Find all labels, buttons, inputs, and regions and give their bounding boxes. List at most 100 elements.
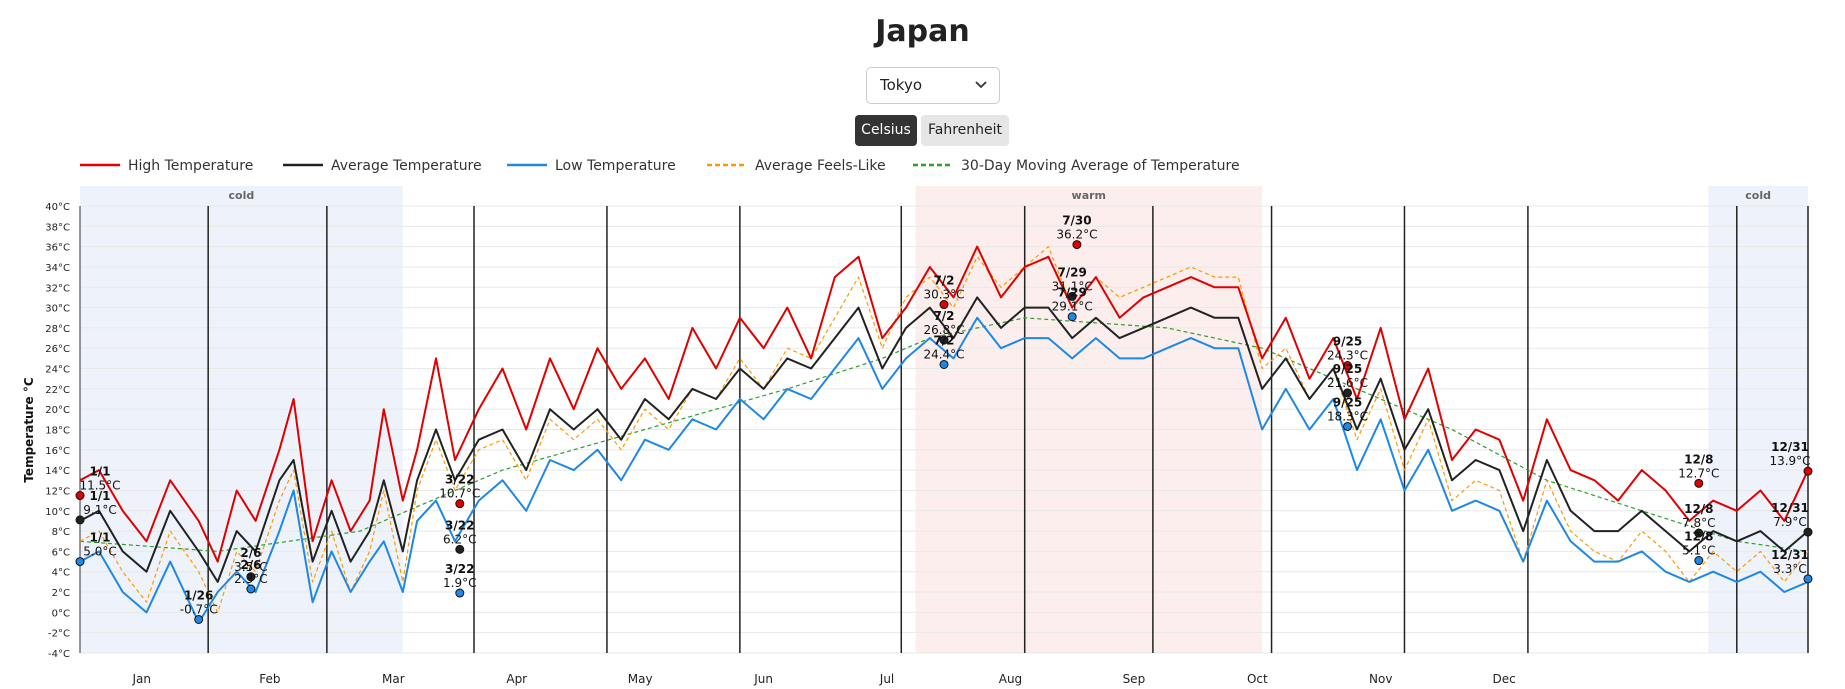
x-tick-label: Nov xyxy=(1369,672,1392,686)
annotation-date: 7/2 xyxy=(933,333,954,347)
annotation-value: 26.8°C xyxy=(923,323,964,337)
annotation-point xyxy=(1694,478,1704,488)
annotation-point xyxy=(1067,291,1077,301)
y-tick-label: 24°C xyxy=(45,365,70,376)
legend-label-high: High Temperature xyxy=(128,158,253,174)
x-tick-label: Mar xyxy=(382,672,405,686)
annotation-date: 9/25 xyxy=(1333,395,1362,409)
y-tick-label: -4°C xyxy=(48,649,70,660)
season-band-warm xyxy=(915,186,1263,653)
annotation-value: 13.9°C xyxy=(1769,454,1810,468)
annotation-date: 1/1 xyxy=(89,489,110,503)
x-tick-label: Dec xyxy=(1493,672,1516,686)
annotation-value: 21.6°C xyxy=(1327,376,1368,390)
y-tick-label: -2°C xyxy=(48,629,70,640)
annotation-date: 12/31 xyxy=(1771,501,1809,515)
series-line-low xyxy=(79,316,1809,624)
x-tick-label: Apr xyxy=(506,672,527,686)
x-tick-label: Feb xyxy=(259,672,280,686)
annotation-point xyxy=(455,588,465,598)
annotation-point xyxy=(939,300,949,310)
annotation-point xyxy=(1067,312,1077,322)
fahrenheit-button[interactable]: Fahrenheit xyxy=(921,115,1009,146)
annotation-value: 12.7°C xyxy=(1678,466,1719,480)
series-line-ma30 xyxy=(79,317,1809,552)
annotation-date: 12/8 xyxy=(1684,502,1713,516)
annotation-value: 9.1°C xyxy=(83,503,116,517)
annotation-point xyxy=(194,614,204,624)
annotation-date: 12/31 xyxy=(1771,548,1809,562)
annotation-value: 5.1°C xyxy=(1682,544,1715,558)
y-axis-title: Temperature °C xyxy=(22,377,36,482)
y-tick-label: 32°C xyxy=(45,283,70,294)
page-title: Japan xyxy=(875,14,970,49)
annotation-point xyxy=(1694,556,1704,566)
x-tick-label: Sep xyxy=(1123,672,1146,686)
annotation-point xyxy=(1343,421,1353,431)
season-band-cold xyxy=(80,186,403,653)
y-tick-label: 0°C xyxy=(52,608,70,619)
series-line-avg xyxy=(79,296,1809,583)
annotation-point xyxy=(1072,240,1082,250)
y-tick-label: 34°C xyxy=(45,263,70,274)
annotation-point xyxy=(1803,466,1813,476)
annotation-value: 7.8°C xyxy=(1682,516,1715,530)
season-band-label: cold xyxy=(229,189,255,202)
legend-label-ma30: 30-Day Moving Average of Temperature xyxy=(961,158,1240,174)
annotation-date: 2/6 xyxy=(240,546,261,560)
annotation-point xyxy=(246,584,256,594)
annotation-value: 10.7°C xyxy=(439,487,480,501)
y-tick-label: 22°C xyxy=(45,385,70,396)
y-tick-label: 4°C xyxy=(52,568,70,579)
x-tick-label: Aug xyxy=(999,672,1022,686)
annotation-date: 12/8 xyxy=(1684,530,1713,544)
annotation-date: 1/1 xyxy=(89,465,110,479)
x-tick-label: Jun xyxy=(753,672,773,686)
annotation-date: 3/22 xyxy=(445,518,474,532)
y-tick-label: 10°C xyxy=(45,507,70,518)
annotation-point xyxy=(75,515,85,525)
season-band-cold xyxy=(1708,186,1808,653)
annotation-value: 36.2°C xyxy=(1056,228,1097,242)
annotation-date: 12/8 xyxy=(1684,452,1713,466)
annotation-date: 7/2 xyxy=(933,309,954,323)
annotation-point xyxy=(75,491,85,501)
annotation-value: 3.3°C xyxy=(1773,562,1806,576)
annotation-value: 24.4°C xyxy=(923,347,964,361)
y-tick-label: 20°C xyxy=(45,405,70,416)
x-tick-label: Jan xyxy=(131,672,151,686)
y-tick-label: 40°C xyxy=(45,202,70,213)
annotation-value: 7.9°C xyxy=(1773,515,1806,529)
season-band-label: warm xyxy=(1072,189,1106,202)
annotation-value: 24.3°C xyxy=(1327,348,1368,362)
y-tick-label: 26°C xyxy=(45,344,70,355)
annotation-value: 1.9°C xyxy=(443,576,476,590)
legend-label-low: Low Temperature xyxy=(555,158,676,174)
y-tick-label: 30°C xyxy=(45,304,70,315)
series-line-feels xyxy=(79,246,1809,613)
annotation-value: 6.2°C xyxy=(443,532,476,546)
annotation-date: 9/25 xyxy=(1333,334,1362,348)
series-line-high xyxy=(79,245,1809,563)
annotation-point xyxy=(1343,388,1353,398)
annotation-point xyxy=(246,572,256,582)
annotation-value: 30.3°C xyxy=(923,288,964,302)
annotation-value: 2.3°C xyxy=(234,572,267,586)
annotation-point xyxy=(1803,574,1813,584)
annotation-point xyxy=(1343,360,1353,370)
celsius-button[interactable]: Celsius xyxy=(855,115,917,146)
city-select[interactable]: Tokyo xyxy=(866,67,1000,104)
x-tick-label: May xyxy=(628,672,653,686)
annotation-value: -0.7°C xyxy=(180,602,218,616)
y-tick-label: 2°C xyxy=(52,588,70,599)
annotation-date: 7/2 xyxy=(933,274,954,288)
y-tick-label: 8°C xyxy=(52,527,70,538)
y-tick-label: 36°C xyxy=(45,243,70,254)
annotation-point xyxy=(75,557,85,567)
annotation-value: 31.1°C xyxy=(1052,279,1093,293)
legend-label-feels: Average Feels-Like xyxy=(755,158,886,174)
annotation-date: 12/31 xyxy=(1771,440,1809,454)
annotation-value: 5.0°C xyxy=(83,545,116,559)
annotation-date: 3/22 xyxy=(445,562,474,576)
annotation-date: 7/29 xyxy=(1057,265,1086,279)
